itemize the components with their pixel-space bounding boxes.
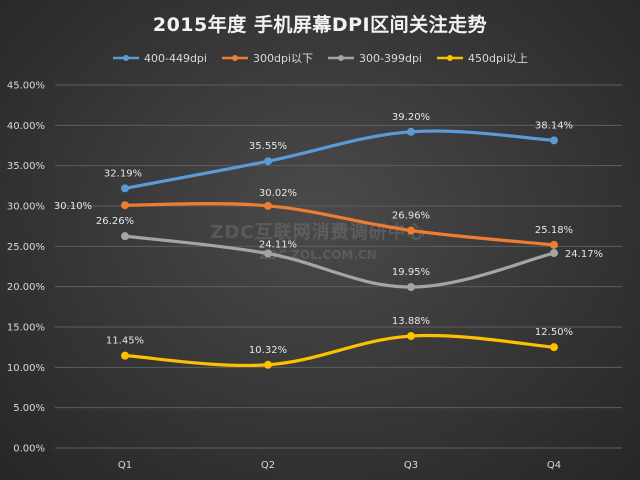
y-tick-label: 35.00% [7,161,45,172]
legend-label: 400-449dpi [143,51,207,65]
data-label: 38.14% [535,120,573,131]
data-label: 26.96% [392,211,430,222]
x-tick-label: Q2 [261,460,275,471]
x-tick-label: Q4 [547,460,561,471]
data-point [550,249,558,258]
watermark: ZDC互联网消费调研中心 ZDC.ZOL.COM.CN [210,221,425,262]
y-tick-label: 30.00% [7,202,45,213]
series-lines [121,127,558,369]
legend: 400-449dpi 300dpi以下 300-399dpi 450dpi以上 [0,50,640,66]
data-label: 32.19% [104,168,142,179]
legend-label: 450dpi以上 [467,52,529,65]
y-tick-label: 5.00% [13,403,45,414]
gridlines [55,84,622,449]
legend-marker-icon [328,55,354,61]
data-point [407,332,415,341]
data-label: 26.26% [96,216,134,227]
data-label: 19.95% [392,267,430,278]
data-point [264,157,272,166]
data-point [407,226,415,235]
data-point [264,249,272,258]
data-point [121,232,129,241]
data-point [407,127,415,136]
data-point [121,351,129,360]
series-line-3 [123,333,556,368]
data-point [407,283,415,292]
legend-item-400-449dpi: 400-449dpi [112,50,207,66]
data-label: 11.45% [106,336,144,347]
y-tick-label: 10.00% [7,363,45,374]
data-label: 39.20% [392,112,430,123]
legend-label: 300-399dpi [359,51,422,65]
data-label: 30.02% [259,188,297,199]
chart-title: 2015年度 手机屏幕DPI区间关注走势 [152,14,488,36]
data-labels: 32.19% 35.55% 39.20% 38.14% 30.10% 30.02% 26.9… [54,112,603,356]
data-point [550,240,558,249]
legend-marker-icon [436,55,463,61]
data-label: 24.11% [259,240,297,251]
series-line-0 [123,129,556,190]
data-label: 10.32% [249,345,287,356]
x-axis: Q1 Q2 Q3 Q4 [118,460,561,471]
x-tick-label: Q3 [404,460,418,471]
data-point [121,201,129,210]
y-tick-label: 45.00% [7,81,45,92]
y-tick-label: 20.00% [7,282,45,293]
y-tick-label: 40.00% [7,121,45,132]
data-label: 35.55% [249,141,287,152]
y-tick-label: 0.00% [13,444,45,455]
data-point [264,201,272,210]
legend-item-450dpi-above: 450dpi以上 [436,50,528,66]
x-tick-label: Q1 [118,460,132,471]
data-label: 24.17% [565,249,603,260]
data-point [264,360,272,369]
legend-label: 300dpi以下 [252,52,313,65]
data-point [121,184,129,193]
y-tick-label: 15.00% [7,323,45,334]
series-line-2 [123,234,556,289]
series-line-1 [123,202,556,247]
data-label: 13.88% [392,316,430,327]
legend-marker-icon [112,55,139,61]
data-label: 12.50% [535,327,573,338]
legend-item-300-399dpi: 300-399dpi [327,50,422,66]
y-tick-label: 25.00% [7,242,45,253]
y-axis: 0.00% 5.00% 10.00% 15.00% 20.00% 25.00% 30.00%… [7,81,45,455]
data-point [550,136,558,145]
watermark-text: ZDC互联网消费调研中心 [210,221,425,243]
legend-item-300dpi-below: 300dpi以下 [221,50,313,66]
data-point [550,343,558,352]
data-label: 30.10% [54,201,92,212]
legend-marker-icon [221,55,248,61]
data-label: 25.18% [535,225,573,236]
